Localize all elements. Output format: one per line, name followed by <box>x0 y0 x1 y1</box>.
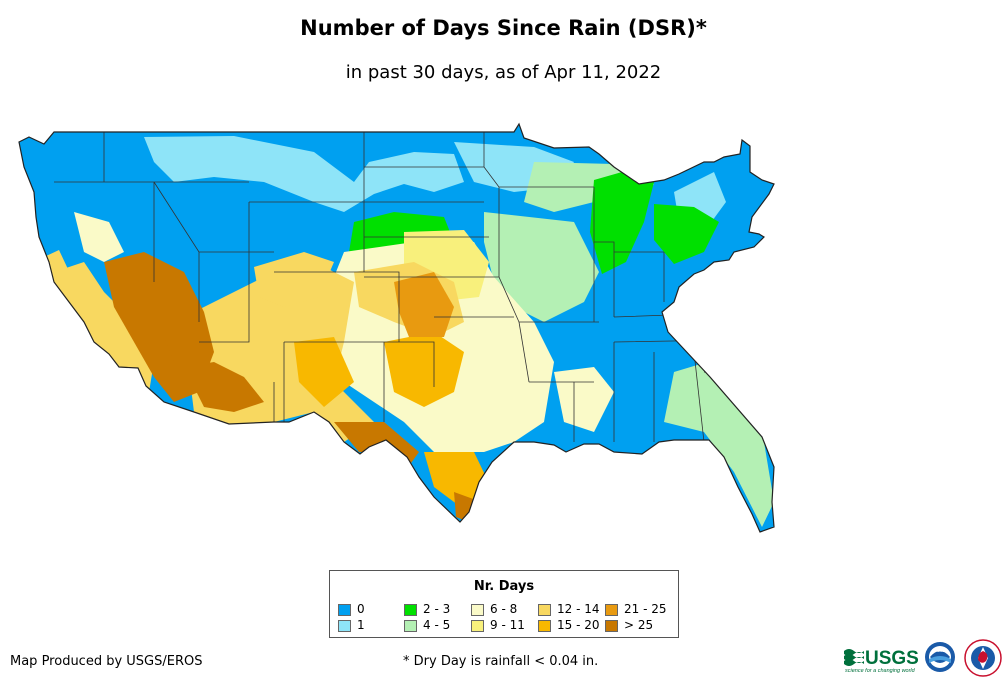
legend-swatch <box>471 603 484 616</box>
legend-item: 12 - 14 <box>538 603 600 616</box>
legend-swatch <box>404 619 417 632</box>
usgs-tagline: science for a changing world <box>845 668 916 674</box>
legend-item: 9 - 11 <box>471 619 525 632</box>
producer-credit: Map Produced by USGS/EROS <box>10 654 203 669</box>
legend-label: 0 <box>357 602 365 616</box>
legend-item: 1 <box>338 619 365 632</box>
legend-label: 15 - 20 <box>557 618 600 632</box>
legend-swatch <box>538 603 551 616</box>
legend-swatch <box>338 603 351 616</box>
dry-day-footnote: * Dry Day is rainfall < 0.04 in. <box>403 654 599 669</box>
noaa-wordmark: NOAA <box>933 648 948 654</box>
legend-item: 15 - 20 <box>538 619 600 632</box>
us-dsr-map <box>14 122 974 542</box>
legend-swatch <box>605 603 618 616</box>
legend-item: > 25 <box>605 619 653 632</box>
legend-label: 9 - 11 <box>490 618 525 632</box>
map-subtitle: in past 30 days, as of Apr 11, 2022 <box>345 62 662 83</box>
legend-label: > 25 <box>624 618 654 632</box>
legend-item: 2 - 3 <box>404 603 450 616</box>
legend-label: 4 - 5 <box>423 618 451 632</box>
legend-item: 21 - 25 <box>605 603 667 616</box>
legend-swatch <box>471 619 484 632</box>
noaa-logo: NOAA <box>925 642 955 672</box>
map-title: Number of Days Since Rain (DSR)* <box>300 16 707 40</box>
legend-label: 6 - 8 <box>490 602 518 616</box>
legend-label: 12 - 14 <box>557 602 600 616</box>
legend: Nr. Days 0 1 2 - 3 4 - 5 6 - 8 9 - 11 12… <box>329 570 679 638</box>
nws-logo <box>964 639 1002 677</box>
dsr-fill <box>19 124 774 532</box>
legend-item: 0 <box>338 603 365 616</box>
legend-swatch <box>338 619 351 632</box>
usgs-wordmark: USGS <box>865 648 919 669</box>
legend-title: Nr. Days <box>473 579 535 594</box>
legend-item: 4 - 5 <box>404 619 450 632</box>
legend-label: 2 - 3 <box>423 602 451 616</box>
legend-swatch <box>404 603 417 616</box>
legend-label: 1 <box>357 618 365 632</box>
legend-swatch <box>538 619 551 632</box>
legend-swatch <box>605 619 618 632</box>
legend-label: 21 - 25 <box>624 602 667 616</box>
legend-item: 6 - 8 <box>471 603 517 616</box>
usgs-logo: USGS science for a changing world <box>844 648 919 674</box>
